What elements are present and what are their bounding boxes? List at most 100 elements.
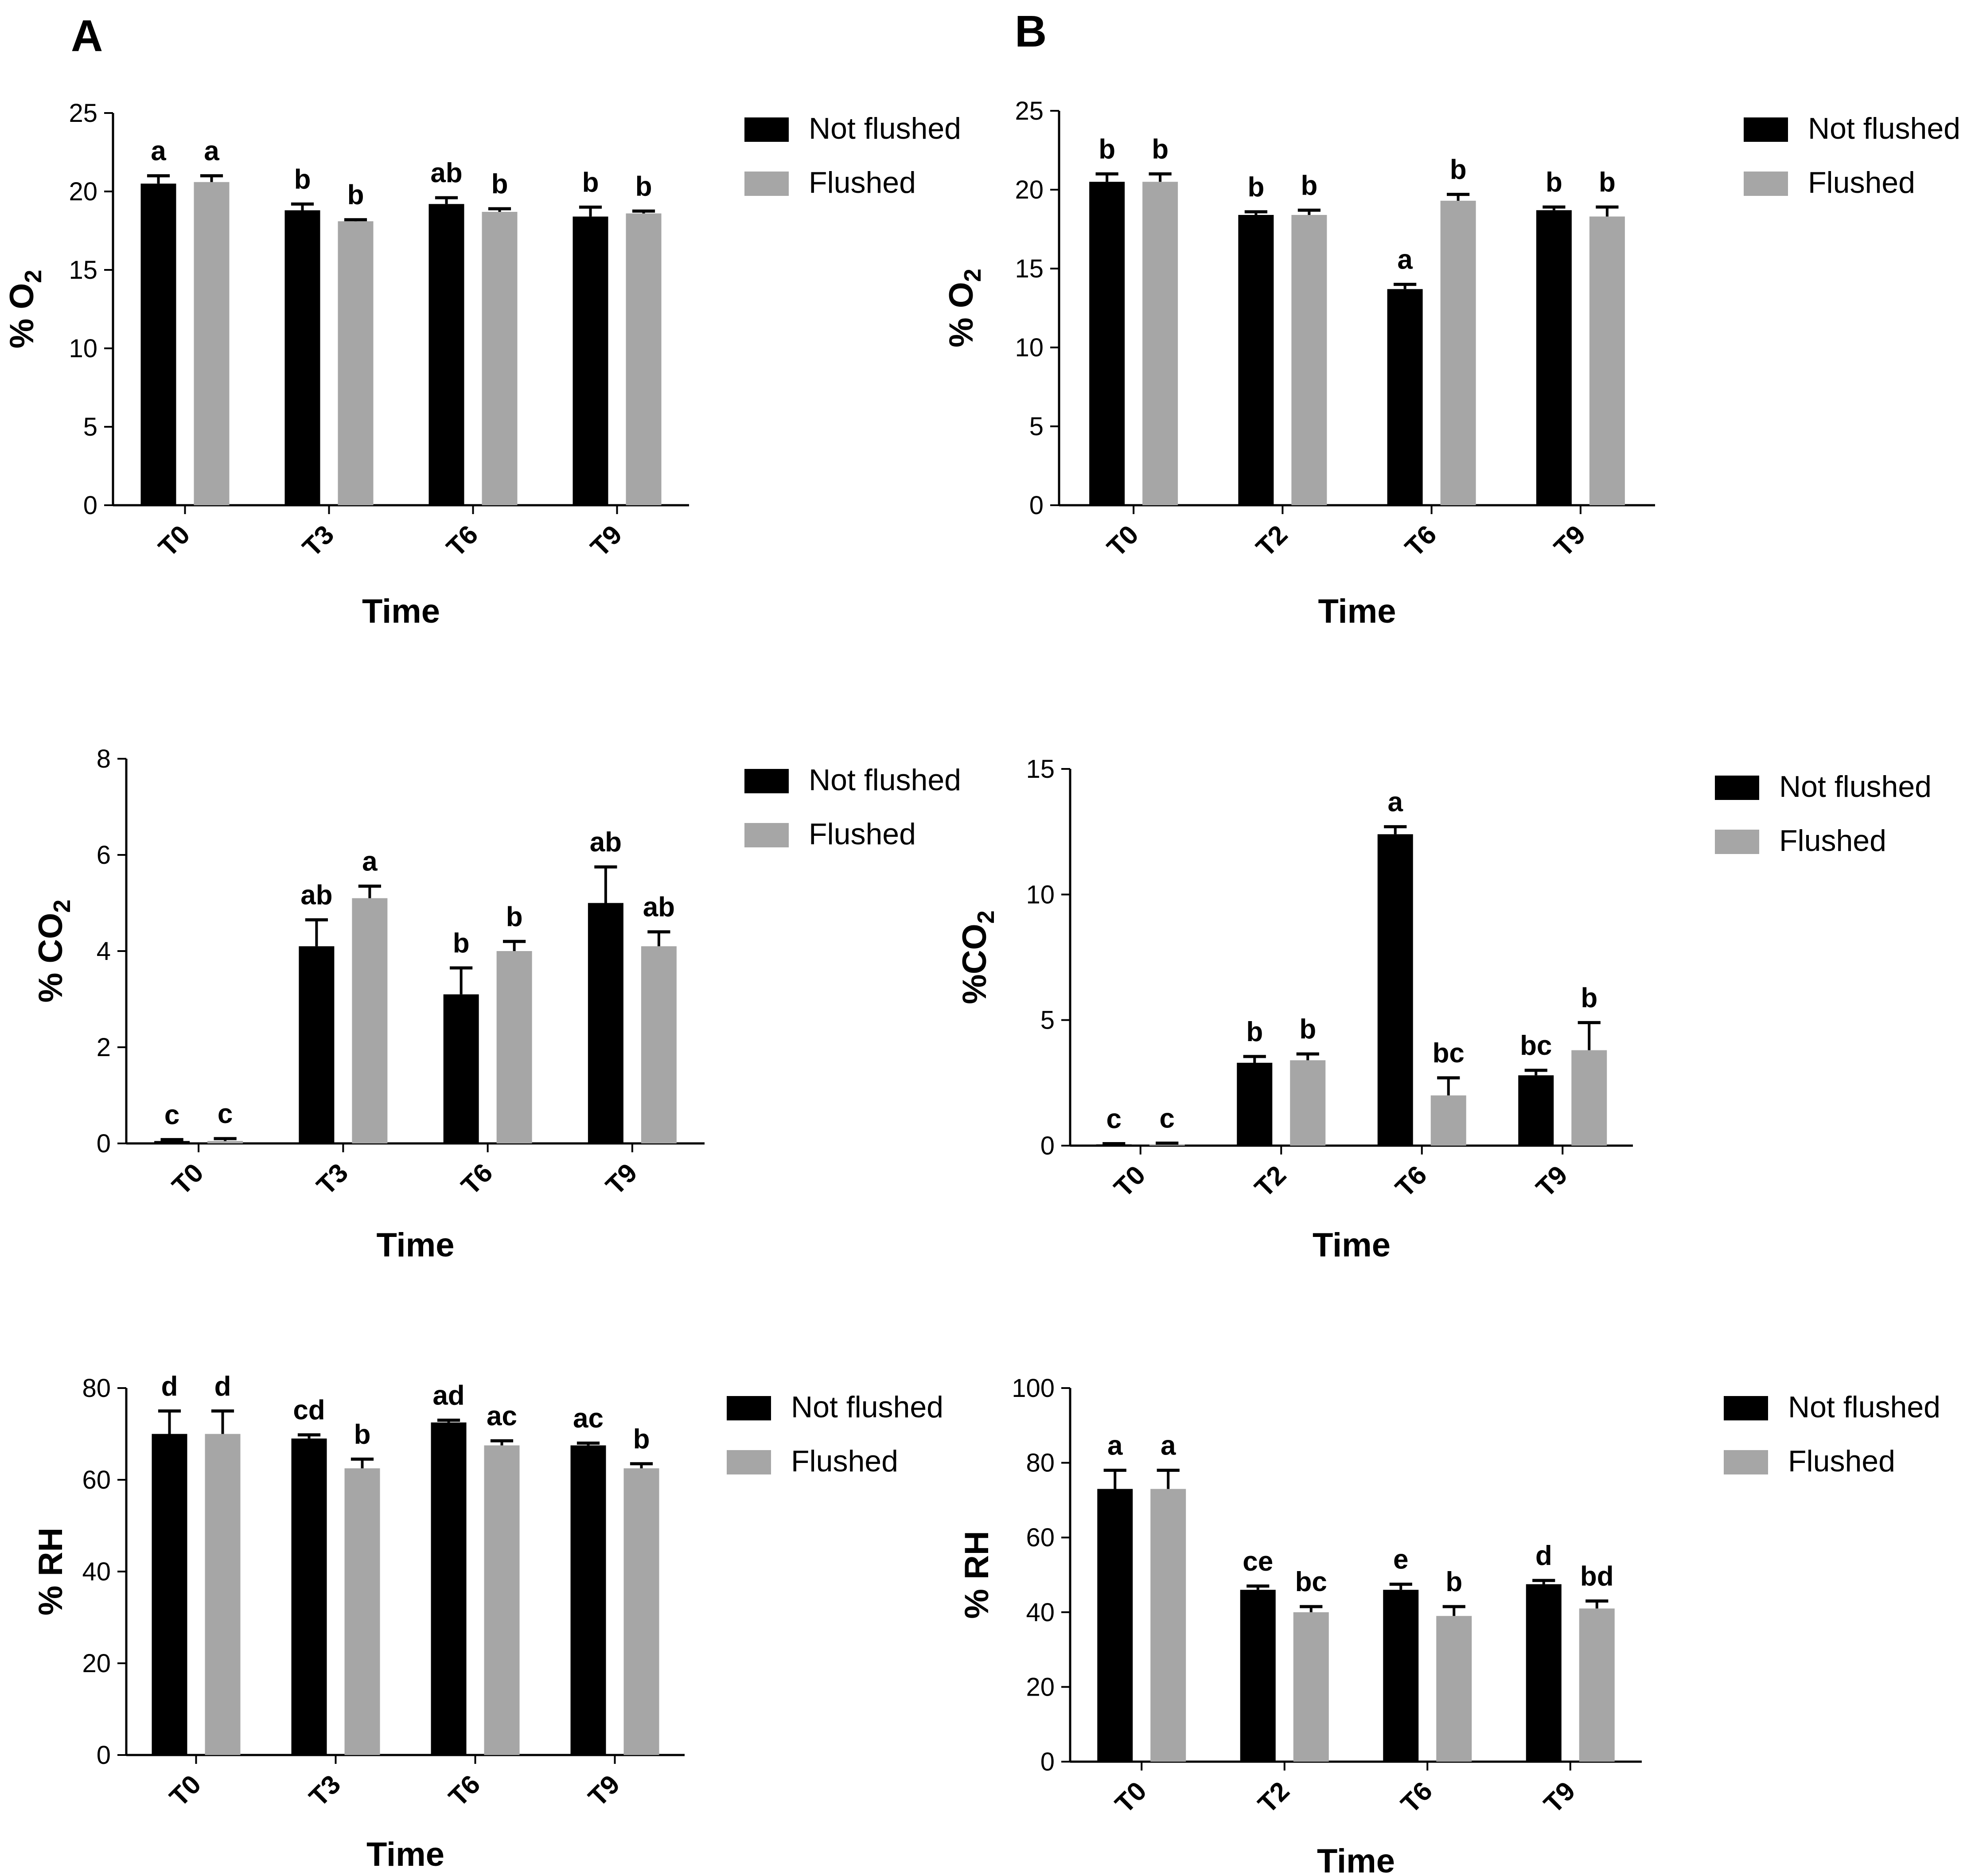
y-tick-label: 5 (1040, 1006, 1055, 1035)
significance-label: bd (1580, 1561, 1614, 1592)
bar-flushed-t6 (482, 212, 518, 505)
bar-flushed-t2 (1290, 1060, 1326, 1146)
legend-label-flushed: Flushed (1779, 824, 1886, 858)
y-tick-label: 10 (1026, 880, 1055, 909)
y-tick-label: 5 (1029, 412, 1044, 441)
bar-not-flushed-t2 (1240, 1590, 1276, 1762)
significance-label: a (1161, 1430, 1176, 1461)
x-tick-label: T6 (443, 1769, 486, 1812)
significance-label: d (214, 1371, 231, 1402)
legend-swatch-not-flushed (727, 1396, 771, 1420)
bar-flushed-t9 (623, 1468, 659, 1755)
bar-flushed-t0 (205, 1434, 241, 1755)
significance-label: b (582, 167, 599, 198)
legend-label-flushed: Flushed (809, 817, 916, 851)
significance-label: b (491, 169, 508, 199)
bar-not-flushed-t2 (1238, 215, 1274, 506)
bar-not-flushed-t3 (284, 210, 320, 506)
x-tick-label: T0 (166, 1158, 209, 1201)
x-tick-label: T0 (153, 519, 196, 562)
bar-not-flushed-t9 (588, 903, 623, 1143)
significance-label: e (1393, 1544, 1408, 1575)
bar-flushed-t3 (352, 898, 388, 1143)
y-tick-label: 20 (1015, 176, 1044, 204)
y-tick-label: 0 (1040, 1131, 1055, 1160)
significance-label: ac (487, 1401, 517, 1431)
significance-label: ce (1243, 1546, 1273, 1577)
y-tick-label: 60 (1026, 1523, 1055, 1552)
significance-label: a (151, 136, 166, 167)
significance-label: b (1301, 170, 1317, 201)
significance-label: b (1099, 134, 1115, 164)
legend-swatch-flushed (1724, 1450, 1768, 1474)
legend-swatch-not-flushed (1715, 776, 1759, 800)
legend-swatch-flushed (744, 172, 789, 196)
significance-label: b (1450, 155, 1467, 185)
bar-not-flushed-t3 (299, 946, 335, 1143)
significance-label: b (1445, 1567, 1462, 1597)
y-tick-label: 0 (97, 1741, 111, 1770)
significance-label: b (633, 1424, 650, 1455)
legend-label-not-flushed: Not flushed (1779, 770, 1932, 803)
legend-swatch-flushed (1744, 172, 1788, 196)
significance-label: c (1160, 1103, 1175, 1134)
panel-label-b: B (1015, 7, 1047, 56)
significance-label: ab (300, 880, 332, 910)
bar-not-flushed-t6 (1377, 834, 1413, 1146)
significance-label: b (1299, 1014, 1316, 1045)
legend-swatch-flushed (744, 823, 789, 847)
legend-label-flushed: Flushed (791, 1444, 898, 1478)
legend-label-flushed: Flushed (809, 166, 916, 199)
x-axis-title: Time (1313, 1226, 1391, 1264)
y-tick-label: 15 (69, 256, 97, 285)
significance-label: b (294, 164, 311, 195)
x-tick-label: T6 (441, 519, 484, 562)
significance-label: d (161, 1371, 178, 1402)
bar-not-flushed-t6 (429, 204, 464, 505)
bar-flushed-t0 (1142, 182, 1178, 505)
y-tick-label: 20 (69, 177, 97, 206)
significance-label: bc (1520, 1030, 1552, 1061)
legend-swatch-not-flushed (1744, 117, 1788, 142)
bar-not-flushed-t9 (1526, 1584, 1562, 1762)
bar-flushed-t6 (1430, 1095, 1466, 1146)
legend-label-not-flushed: Not flushed (809, 763, 961, 797)
x-tick-label: T3 (311, 1158, 354, 1201)
bar-not-flushed-t0 (152, 1434, 187, 1755)
bar-not-flushed-t0 (1089, 182, 1125, 505)
y-tick-label: 8 (97, 745, 111, 773)
x-tick-label: T0 (1108, 1160, 1151, 1203)
significance-label: a (1397, 245, 1413, 275)
y-tick-label: 40 (82, 1557, 111, 1586)
bar-not-flushed-t9 (573, 216, 608, 505)
bar-flushed-t3 (344, 1468, 380, 1755)
significance-label: ab (430, 158, 462, 188)
significance-label: b (1546, 167, 1562, 198)
x-tick-label: T9 (1538, 1776, 1581, 1819)
bar-not-flushed-t3 (291, 1438, 327, 1755)
y-axis-title: % O2 (943, 269, 986, 347)
legend-label-not-flushed: Not flushed (809, 112, 961, 145)
significance-label: ab (643, 892, 675, 923)
bar-flushed-t0 (194, 182, 230, 505)
significance-label: a (1388, 787, 1403, 817)
x-tick-label: T9 (585, 519, 628, 562)
bar-flushed-t0 (1149, 1144, 1185, 1146)
significance-label: bc (1433, 1038, 1465, 1069)
x-tick-label: T2 (1250, 519, 1293, 562)
significance-label: b (1599, 167, 1616, 198)
y-tick-label: 15 (1015, 254, 1044, 283)
significance-label: b (1581, 983, 1597, 1013)
significance-label: b (1246, 1017, 1263, 1047)
significance-label: c (1106, 1104, 1122, 1134)
significance-label: c (164, 1100, 179, 1130)
x-tick-label: T6 (1390, 1160, 1433, 1203)
legend-label-flushed: Flushed (1808, 166, 1915, 199)
y-tick-label: 20 (82, 1649, 111, 1678)
x-tick-label: T9 (583, 1769, 626, 1812)
significance-label: c (218, 1099, 233, 1129)
